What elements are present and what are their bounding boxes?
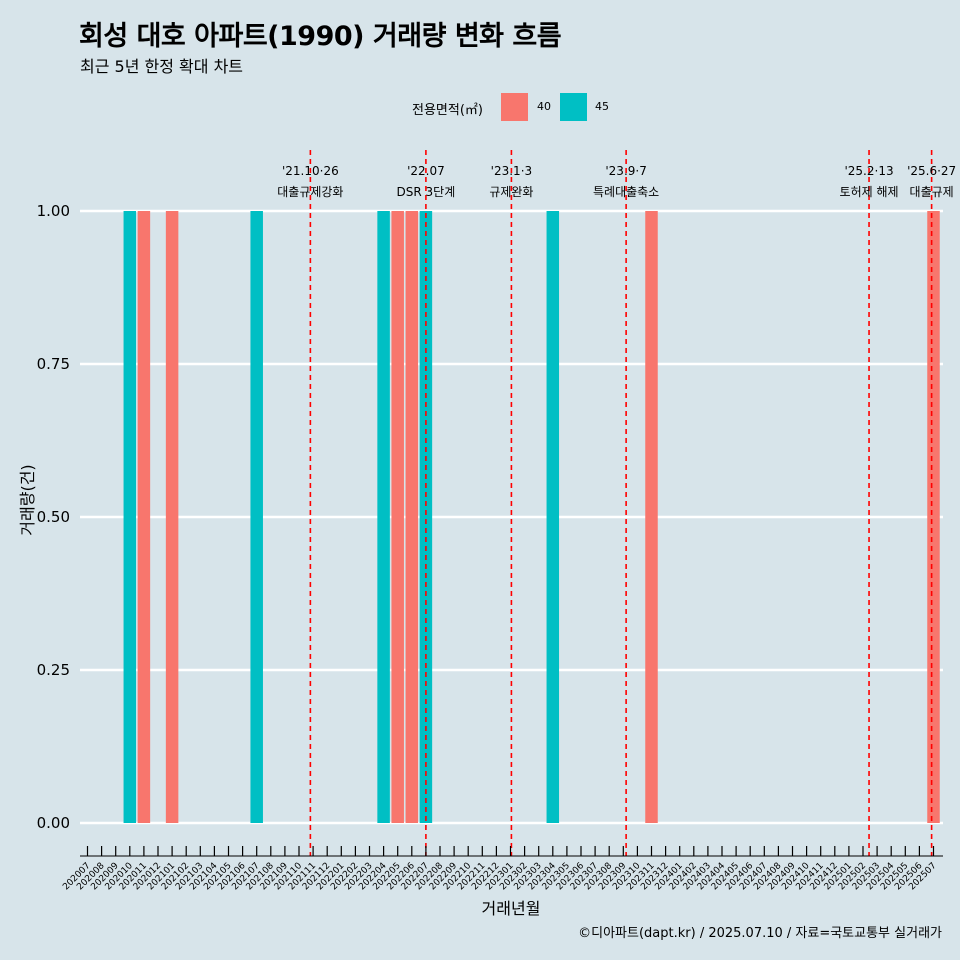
y-tick-label: 0.50 xyxy=(37,508,70,526)
legend: 전용면적(㎡) 40 45 xyxy=(0,93,960,121)
bar-40-202011 xyxy=(137,211,151,823)
event-date-label: '21.10·26 xyxy=(282,164,339,178)
bar-45-202304 xyxy=(546,211,560,823)
event-date-label: '23.1·3 xyxy=(491,164,532,178)
bar-40-202206 xyxy=(405,211,419,823)
event-label: 대출규제강화 xyxy=(277,185,343,199)
bar-45-202107 xyxy=(250,211,263,823)
legend-title: 전용면적(㎡) xyxy=(412,103,483,118)
bar-40-202507 xyxy=(927,211,940,823)
event-date-label: '25.2·13 xyxy=(844,164,893,178)
bar-40-202205 xyxy=(391,211,404,823)
event-date-label: '22.07 xyxy=(407,164,445,178)
bar-40-202101 xyxy=(165,211,179,823)
chart-title: 회성 대호 아파트(1990) 거래량 변화 흐름 xyxy=(79,21,562,52)
chart-subtitle: 최근 5년 한정 확대 차트 xyxy=(80,57,244,76)
bar-45-202010 xyxy=(123,211,137,823)
event-label: DSR 3단계 xyxy=(397,185,456,199)
y-tick-label: 0.75 xyxy=(37,355,70,373)
event-label: 토허제 해제 xyxy=(840,185,899,199)
y-tick-label: 1.00 xyxy=(37,202,70,220)
event-label: 특례대출축소 xyxy=(593,185,659,199)
y-axis-title: 거래량(건) xyxy=(18,464,37,535)
source-caption: ©디아파트(dapt.kr) / 2025.07.10 / 자료=국토교통부 실… xyxy=(578,926,942,941)
event-date-label: '23.9·7 xyxy=(605,164,646,178)
legend-label-45: 45 xyxy=(595,100,609,113)
bar-45-202207 xyxy=(419,211,433,823)
legend-label-40: 40 xyxy=(537,100,551,113)
legend-key-45 xyxy=(560,93,587,121)
event-label: 규제완화 xyxy=(489,185,533,199)
legend-key-40 xyxy=(501,93,528,121)
event-date-label: '25.6·27 xyxy=(907,164,956,178)
bar-45-202204 xyxy=(377,211,390,823)
x-axis-title: 거래년월 xyxy=(482,899,541,918)
event-label: 대출규제 xyxy=(910,185,954,199)
bar-40-202311 xyxy=(645,211,658,823)
y-tick-label: 0.25 xyxy=(37,661,70,679)
y-tick-label: 0.00 xyxy=(37,814,70,832)
